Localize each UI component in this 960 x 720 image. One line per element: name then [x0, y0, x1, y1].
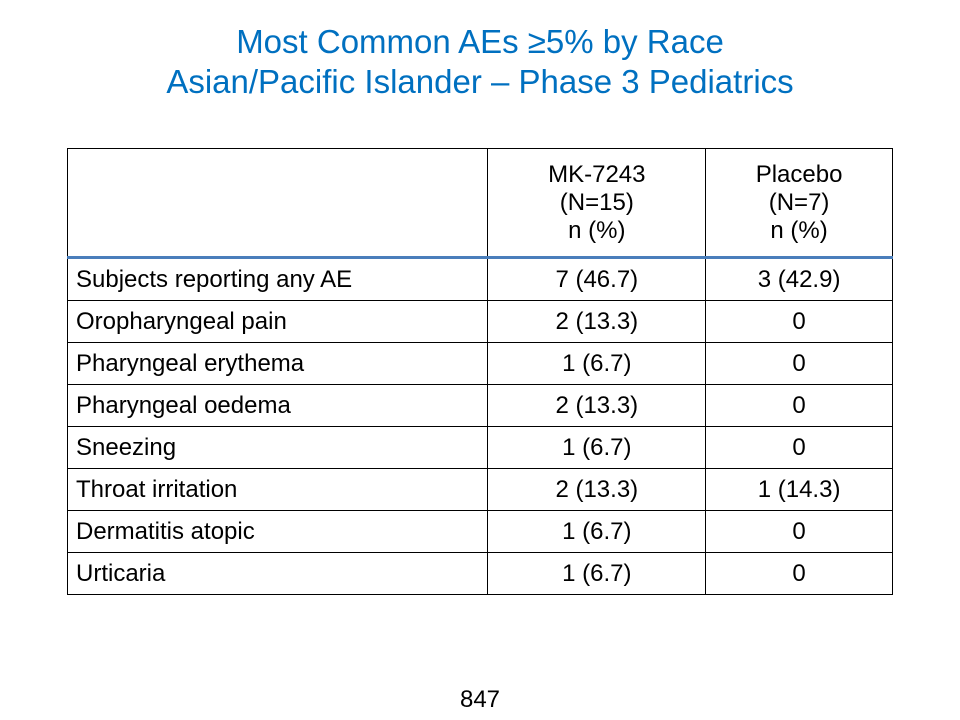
row-label: Urticaria [66, 552, 489, 595]
header-drug-name: MK-7243 [548, 160, 646, 188]
row-label: Dermatitis atopic [66, 510, 489, 553]
row-drug-value: 2 (13.3) [487, 468, 707, 511]
row-label: Pharyngeal erythema [66, 342, 489, 385]
table-row: Subjects reporting any AE 7 (46.7) 3 (42… [66, 257, 893, 301]
row-placebo-value: 0 [705, 426, 893, 469]
slide-title: Most Common AEs ≥5% by Race Asian/Pacifi… [0, 22, 960, 102]
header-drug-unit: n (%) [568, 216, 626, 244]
header-placebo-n: (N=7) [768, 188, 830, 216]
table-row: Urticaria 1 (6.7) 0 [66, 552, 893, 595]
title-line-2: Asian/Pacific Islander – Phase 3 Pediatr… [166, 63, 794, 100]
row-label: Throat irritation [66, 468, 489, 511]
table-row: Pharyngeal oedema 2 (13.3) 0 [66, 384, 893, 427]
table-row: Dermatitis atopic 1 (6.7) 0 [66, 510, 893, 553]
row-placebo-value: 3 (42.9) [705, 257, 893, 301]
header-placebo-cell: Placebo (N=7) n (%) [705, 148, 893, 259]
title-line-1: Most Common AEs ≥5% by Race [236, 23, 724, 60]
row-placebo-value: 0 [705, 342, 893, 385]
row-drug-value: 2 (13.3) [487, 300, 707, 343]
row-drug-value: 7 (46.7) [487, 257, 707, 301]
row-drug-value: 1 (6.7) [487, 426, 707, 469]
row-label: Subjects reporting any AE [66, 257, 489, 301]
header-label-cell [66, 148, 489, 259]
row-placebo-value: 1 (14.3) [705, 468, 893, 511]
header-drug-cell: MK-7243 (N=15) n (%) [487, 148, 707, 259]
header-placebo-unit: n (%) [770, 216, 828, 244]
row-label: Oropharyngeal pain [66, 300, 489, 343]
row-drug-value: 1 (6.7) [487, 552, 707, 595]
row-drug-value: 1 (6.7) [487, 342, 707, 385]
row-placebo-value: 0 [705, 510, 893, 553]
table-row: Sneezing 1 (6.7) 0 [66, 426, 893, 469]
row-label: Sneezing [66, 426, 489, 469]
page-number: 847 [459, 686, 501, 713]
row-placebo-value: 0 [705, 552, 893, 595]
adverse-events-table: MK-7243 (N=15) n (%) Placebo (N=7) n (%)… [66, 148, 893, 595]
table-header-row: MK-7243 (N=15) n (%) Placebo (N=7) n (%) [66, 148, 893, 259]
row-label: Pharyngeal oedema [66, 384, 489, 427]
header-placebo-name: Placebo [755, 160, 843, 188]
table-row: Throat irritation 2 (13.3) 1 (14.3) [66, 468, 893, 511]
header-drug-n: (N=15) [559, 188, 634, 216]
row-placebo-value: 0 [705, 300, 893, 343]
row-placebo-value: 0 [705, 384, 893, 427]
row-drug-value: 2 (13.3) [487, 384, 707, 427]
row-drug-value: 1 (6.7) [487, 510, 707, 553]
table-row: Pharyngeal erythema 1 (6.7) 0 [66, 342, 893, 385]
table-row: Oropharyngeal pain 2 (13.3) 0 [66, 300, 893, 343]
